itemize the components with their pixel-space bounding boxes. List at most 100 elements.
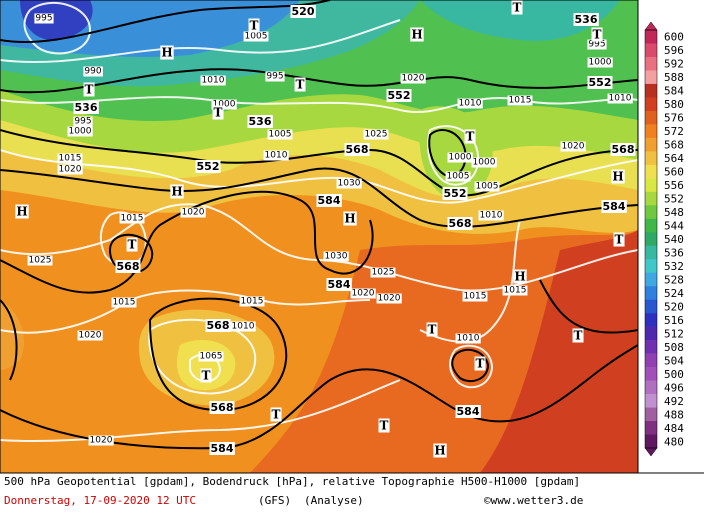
pressure-label-box bbox=[502, 285, 528, 296]
geopotential-label: 584 bbox=[457, 405, 480, 418]
geopotential-label-box bbox=[326, 278, 352, 291]
pressure-label-group: 995 bbox=[73, 116, 93, 127]
credit: ©www.wetter3.de bbox=[484, 494, 583, 507]
colorbar-label: 572 bbox=[664, 125, 684, 138]
pressure-label-box bbox=[445, 171, 471, 182]
pressure-label: 1030 bbox=[338, 179, 361, 189]
pressure-label-group: 1005 bbox=[474, 181, 500, 192]
geopotential-label: 584 bbox=[603, 200, 626, 213]
pressure-label: 995 bbox=[35, 14, 52, 24]
pressure-center: H bbox=[344, 212, 355, 226]
geopotential-label-box bbox=[316, 194, 342, 207]
pressure-label-group: 1000 bbox=[447, 152, 473, 163]
pressure-center-group: H bbox=[513, 269, 527, 284]
colorbar-swatch bbox=[645, 353, 657, 368]
geopotential-label-group: 552 bbox=[442, 187, 468, 200]
pressure-label: 1015 bbox=[241, 297, 264, 307]
pressure-label-group: 1020 bbox=[400, 73, 426, 84]
pressure-label: 1010 bbox=[202, 76, 225, 86]
colorbar-label: 528 bbox=[664, 273, 684, 286]
pressure-center: T bbox=[272, 408, 281, 422]
pressure-label-group: 1020 bbox=[350, 288, 376, 299]
geopotential-label: 568 bbox=[449, 217, 472, 230]
pressure-label: 1030 bbox=[325, 252, 348, 262]
pressure-center-box bbox=[511, 0, 523, 15]
pressure-label: 1000 bbox=[449, 153, 472, 163]
geopotential-label: 536 bbox=[575, 13, 598, 26]
pressure-center: T bbox=[466, 130, 475, 144]
pressure-center: H bbox=[171, 185, 182, 199]
pressure-label-box bbox=[34, 13, 54, 24]
geopotential-label-group: 552 bbox=[195, 160, 221, 173]
pressure-label-box bbox=[587, 39, 607, 50]
pressure-center-box bbox=[591, 27, 603, 42]
pressure-center-group: T bbox=[212, 105, 224, 120]
pressure-center: H bbox=[612, 170, 623, 184]
pressure-label: 1010 bbox=[459, 99, 482, 109]
geopotential-label-box bbox=[115, 260, 141, 273]
pressure-label: 1020 bbox=[90, 436, 113, 446]
geopotential-label: 568 bbox=[211, 401, 234, 414]
pressure-label-box bbox=[263, 150, 289, 161]
geopotential-label-group: 584 bbox=[326, 278, 352, 291]
pressure-label: 995 bbox=[266, 72, 283, 82]
pressure-label-group: 1010 bbox=[230, 321, 256, 332]
geopotential-label-box bbox=[247, 115, 273, 128]
geopotential-label-group: 584 bbox=[601, 200, 627, 213]
pressure-label-box bbox=[400, 73, 426, 84]
pressure-center-group: H bbox=[170, 184, 184, 199]
pressure-label-box bbox=[111, 297, 137, 308]
colorbar-label: 552 bbox=[664, 193, 684, 206]
pressure-label-group: 1025 bbox=[363, 129, 389, 140]
geopotential-label-box bbox=[601, 200, 627, 213]
pressure-center-group: T bbox=[83, 82, 95, 97]
pressure-label-group: 1010 bbox=[478, 210, 504, 221]
pressure-center-box bbox=[83, 82, 95, 97]
geopotential-label-group: 568 bbox=[344, 143, 370, 156]
pressure-center-box bbox=[160, 45, 174, 60]
pressure-center: H bbox=[514, 270, 525, 284]
colorbar-swatch bbox=[645, 56, 657, 71]
pressure-center: H bbox=[434, 444, 445, 458]
colorbar-label: 492 bbox=[664, 395, 684, 408]
pressure-center: T bbox=[202, 369, 211, 383]
pressure-label-box bbox=[239, 296, 265, 307]
pressure-label-group: 1005 bbox=[243, 31, 269, 42]
pressure-label-group: 1005 bbox=[445, 171, 471, 182]
pressure-label-box bbox=[462, 291, 488, 302]
pressure-label: 1005 bbox=[447, 172, 470, 182]
pressure-label-box bbox=[478, 210, 504, 221]
pressure-center-group: T bbox=[248, 18, 260, 33]
pressure-label-group: 1000 bbox=[67, 126, 93, 137]
pressure-label-group: 1020 bbox=[77, 330, 103, 341]
colorbar-arrow-top bbox=[644, 21, 658, 31]
colorbar-swatch bbox=[645, 286, 657, 300]
pressure-label: 1025 bbox=[29, 256, 52, 266]
pressure-center-box bbox=[248, 18, 260, 33]
pressure-label-group: 995 bbox=[34, 13, 54, 24]
pressure-label-box bbox=[119, 213, 145, 224]
colorbar-label: 520 bbox=[664, 300, 684, 313]
colorbar-swatch bbox=[645, 380, 657, 395]
geopotential-label-box bbox=[209, 401, 235, 414]
pressure-label-box bbox=[507, 95, 533, 106]
colorbar-swatch bbox=[645, 30, 657, 44]
pressure-label-group: 1010 bbox=[263, 150, 289, 161]
colorbar-label: 568 bbox=[664, 139, 684, 152]
pressure-label-group: 1015 bbox=[111, 297, 137, 308]
geopotential-label-group: 584 bbox=[455, 405, 481, 418]
geopotential-label-box bbox=[195, 160, 221, 173]
pressure-label-box bbox=[198, 351, 224, 362]
pressure-label: 1065 bbox=[200, 352, 223, 362]
geopotential-label-group: 568 bbox=[610, 143, 636, 156]
geopotential-label-box bbox=[344, 143, 370, 156]
colorbar-swatch bbox=[645, 137, 657, 152]
pressure-center-group: T bbox=[572, 328, 584, 343]
pressure-center-group: T bbox=[591, 27, 603, 42]
colorbar-label: 532 bbox=[664, 260, 684, 273]
pressure-label-group: 1020 bbox=[88, 435, 114, 446]
pressure-center-box bbox=[294, 77, 306, 92]
colorbar-swatch bbox=[645, 394, 657, 408]
pressure-label: 1010 bbox=[265, 151, 288, 161]
pressure-center: T bbox=[85, 83, 94, 97]
